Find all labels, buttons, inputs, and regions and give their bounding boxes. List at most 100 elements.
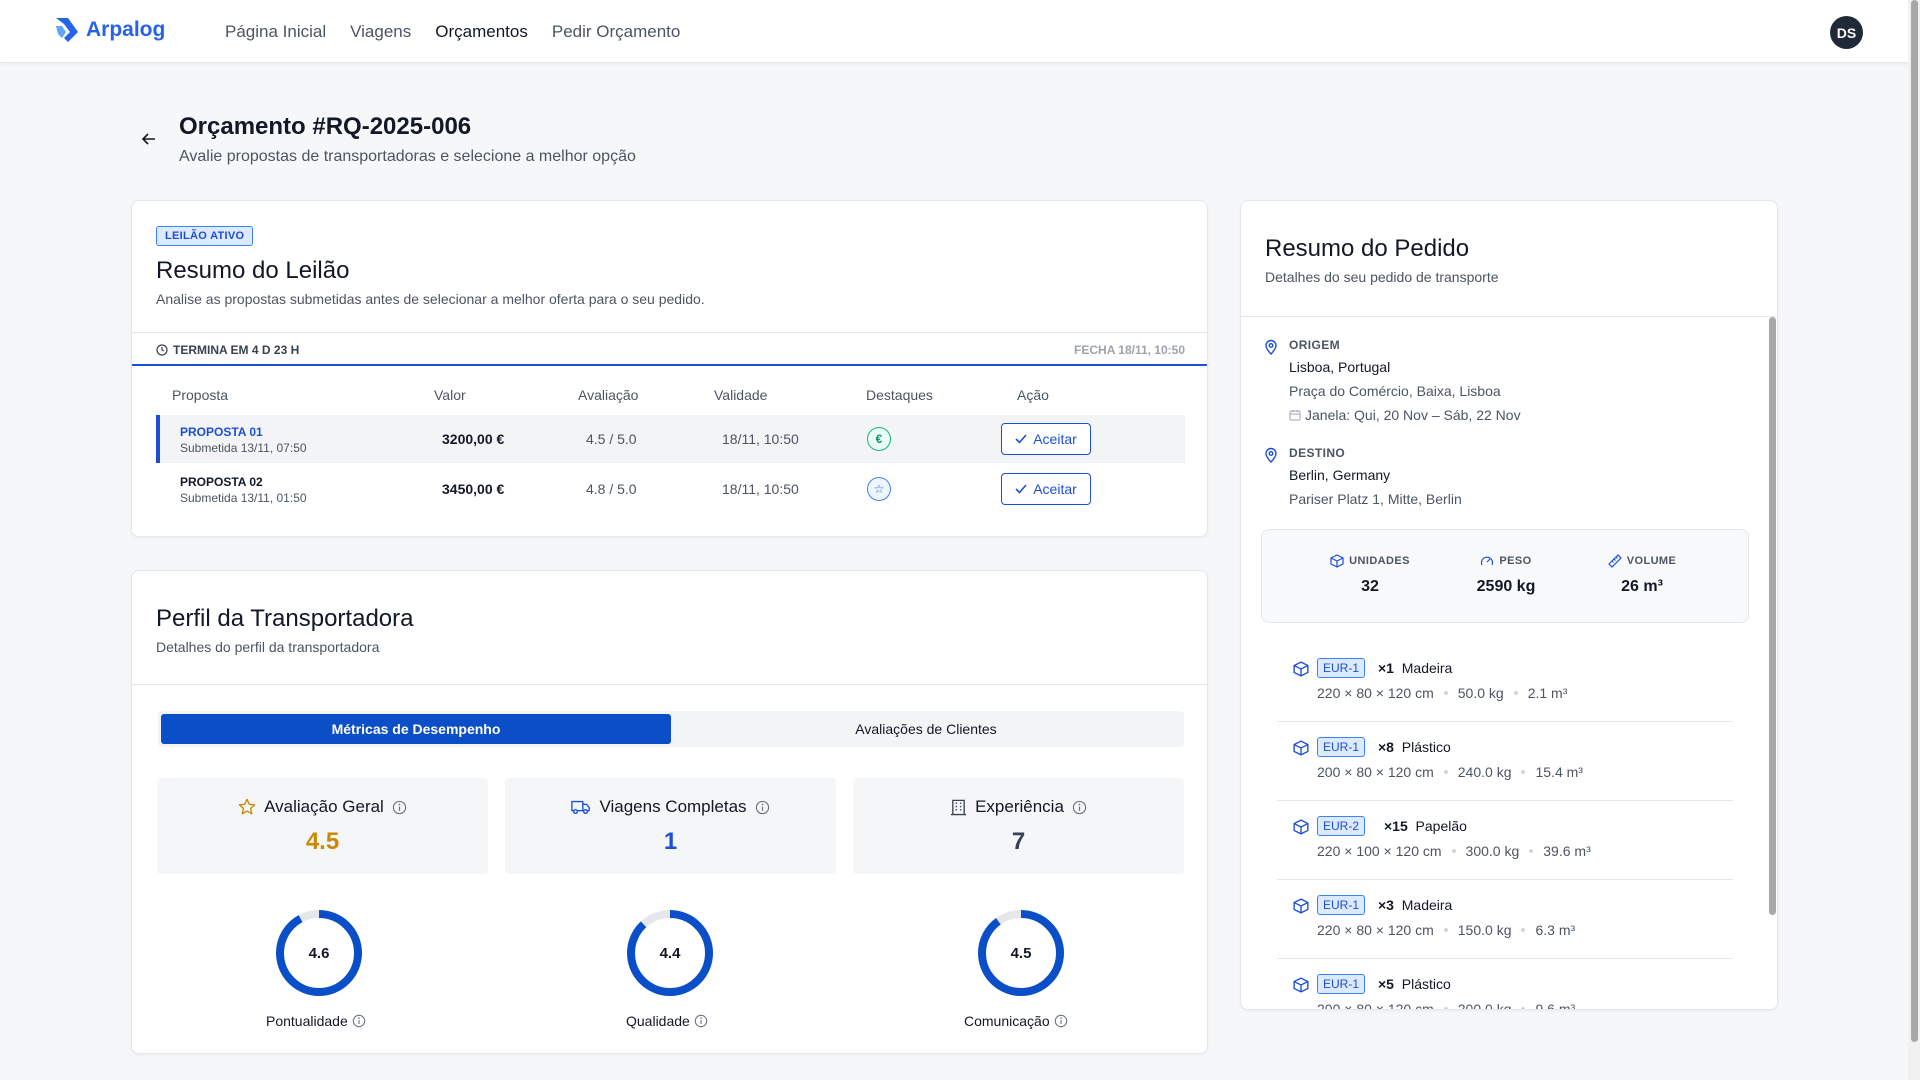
col-validity: Validade [714, 387, 768, 403]
auction-status-badge: LEILÃO ATIVO [156, 226, 254, 246]
col-rating: Avaliação [578, 387, 639, 403]
proposal-name: PROPOSTA 01 [180, 425, 263, 439]
user-avatar[interactable]: DS [1830, 16, 1863, 49]
item-dimensions: 200 × 80 × 120 cm [1317, 1001, 1434, 1010]
item-specs: 200 × 80 × 120 cm 200.0 kg 9.6 m³ [1317, 1001, 1576, 1010]
item-qty: ×1 [1378, 660, 1394, 676]
info-icon[interactable] [694, 1014, 708, 1028]
item-dimensions: 200 × 80 × 120 cm [1317, 764, 1434, 780]
ruler-icon [1607, 554, 1622, 568]
stat-completed-trips: Viagens Completas 1 [505, 778, 836, 874]
stat-experience: Experiência 7 [853, 778, 1184, 874]
proposal-submitted: Submetida 13/11, 07:50 [180, 441, 307, 455]
top-navbar: Arpalog Página Inicial Viagens Orçamento… [0, 0, 1908, 63]
accept-proposal-01-button[interactable]: Aceitar [1001, 423, 1091, 455]
nav-home[interactable]: Página Inicial [225, 22, 327, 41]
item-qty: ×8 [1378, 739, 1394, 755]
item-specs: 220 × 100 × 120 cm 300.0 kg 39.6 m³ [1317, 843, 1591, 859]
auction-timer-bar: TERMINA EM 4 D 23 H FECHA 18/11, 10:50 [132, 332, 1207, 366]
order-scrollbar-thumb[interactable] [1769, 317, 1776, 915]
star-icon [238, 798, 256, 815]
carrier-tabs: Métricas de Desempenho Avaliações de Cli… [158, 711, 1184, 747]
clock-icon [156, 344, 168, 356]
item-qty-material: ×15 Papelão [1384, 818, 1467, 834]
stat-value: 7 [1011, 828, 1026, 855]
truck-icon [571, 800, 591, 815]
map-pin-icon [1265, 339, 1277, 355]
item-dimensions: 220 × 100 × 120 cm [1317, 843, 1442, 859]
stat-label: Avaliação Geral [264, 797, 384, 816]
table-row[interactable]: PROPOSTA 02 Submetida 13/11, 01:50 3450,… [156, 465, 1185, 513]
metric-value: 26 m³ [1621, 578, 1663, 595]
back-button[interactable] [138, 128, 160, 150]
metric-label: PESO [1499, 555, 1532, 567]
order-metrics: UNIDADES 32 PESO 2590 kg VOLUME 26 m³ [1261, 529, 1749, 623]
tab-customer-reviews[interactable]: Avaliações de Clientes [855, 721, 997, 737]
info-icon[interactable] [1072, 800, 1087, 815]
destination-city: Berlin, Germany [1289, 467, 1391, 483]
item-qty: ×5 [1378, 976, 1394, 992]
item-volume: 2.1 m³ [1527, 685, 1568, 701]
carrier-title: Perfil da Transportadora [156, 605, 414, 632]
info-icon[interactable] [1054, 1014, 1068, 1028]
ring-label-punctuality: Pontualidade [266, 1013, 366, 1029]
box-icon [1293, 898, 1309, 914]
box-icon [1293, 740, 1309, 756]
arpalog-logo-icon [56, 18, 78, 42]
origin-label: ORIGEM [1289, 338, 1341, 352]
proposal-value: 3200,00 € [442, 431, 505, 447]
accept-proposal-02-button[interactable]: Aceitar [1001, 473, 1091, 505]
auction-close-date: FECHA 18/11, 10:50 [1074, 343, 1185, 357]
proposal-value: 3450,00 € [442, 481, 505, 497]
tab-performance-metrics[interactable]: Métricas de Desempenho [161, 714, 671, 744]
map-pin-icon [1265, 447, 1277, 463]
star-icon: ☆ [867, 477, 891, 501]
item-weight: 300.0 kg [1465, 843, 1520, 859]
brand-logo[interactable]: Arpalog [54, 16, 165, 44]
nav-quotes[interactable]: Orçamentos [435, 22, 528, 41]
order-summary-card: Resumo do Pedido Detalhes do seu pedido … [1240, 200, 1778, 1010]
info-icon[interactable] [392, 800, 407, 815]
col-action: Ação [1017, 387, 1049, 403]
box-icon [1293, 819, 1309, 835]
item-volume: 9.6 m³ [1535, 1001, 1576, 1010]
metric-units: UNIDADES 32 [1300, 554, 1440, 596]
item-qty: ×15 [1384, 818, 1408, 834]
gauge-icon [1481, 556, 1494, 566]
item-specs: 220 × 80 × 120 cm 150.0 kg 6.3 m³ [1317, 922, 1575, 938]
table-row[interactable]: PROPOSTA 01 Submetida 13/11, 07:50 3200,… [156, 415, 1185, 463]
auction-summary-card: LEILÃO ATIVO Resumo do Leilão Analise as… [131, 200, 1208, 537]
pallet-code-badge: EUR-1 [1317, 895, 1366, 915]
cargo-item: EUR-1 ×5 Plástico 200 × 80 × 120 cm 200.… [1277, 959, 1733, 1010]
page-title: Orçamento #RQ-2025-006 [179, 113, 472, 140]
origin-city: Lisboa, Portugal [1289, 359, 1391, 375]
col-value: Valor [434, 387, 466, 403]
brand-name: Arpalog [86, 18, 166, 41]
item-qty-material: ×3 Madeira [1378, 897, 1452, 913]
proposal-validity: 18/11, 10:50 [722, 431, 799, 447]
pallet-code-badge: EUR-1 [1317, 737, 1366, 757]
info-icon[interactable] [755, 800, 770, 815]
proposal-rating: 4.8 / 5.0 [586, 481, 637, 497]
cargo-item: EUR-1 ×8 Plástico 200 × 80 × 120 cm 240.… [1277, 722, 1733, 801]
info-icon[interactable] [352, 1014, 366, 1028]
ring-label-text: Pontualidade [266, 1013, 348, 1029]
item-specs: 220 × 80 × 120 cm 50.0 kg 2.1 m³ [1317, 685, 1567, 701]
ring-value: 4.4 [660, 945, 682, 962]
col-proposal: Proposta [172, 387, 229, 403]
ring-label-quality: Qualidade [626, 1013, 708, 1029]
stat-label: Viagens Completas [599, 797, 747, 816]
cargo-item: EUR-2 ×15 Papelão 220 × 100 × 120 cm 300… [1277, 801, 1733, 880]
accept-label: Aceitar [1033, 431, 1077, 447]
calendar-icon [1289, 410, 1301, 421]
item-weight: 50.0 kg [1457, 685, 1504, 701]
metric-weight: PESO 2590 kg [1436, 554, 1576, 596]
nav-request-quote[interactable]: Pedir Orçamento [551, 22, 681, 41]
nav-trips[interactable]: Viagens [350, 22, 412, 41]
punctuality-score-ring: 4.6 [276, 910, 362, 996]
communication-score-ring: 4.5 [978, 910, 1064, 996]
item-qty-material: ×5 Plástico [1378, 976, 1451, 992]
box-icon [1293, 977, 1309, 993]
page-scrollbar-thumb[interactable] [1911, 0, 1918, 1042]
arrow-left-icon [142, 133, 155, 145]
